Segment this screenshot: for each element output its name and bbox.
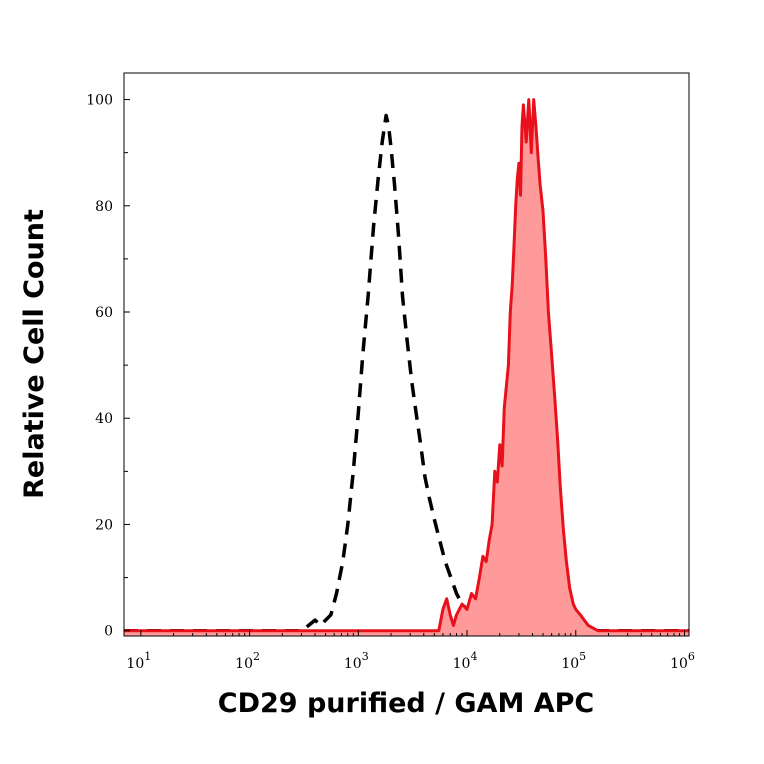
x-tick-label-5: 106	[670, 650, 695, 672]
y-axis-label: Relative Cell Count	[19, 209, 50, 499]
series-0-line	[124, 113, 689, 633]
series-1-line	[124, 98, 689, 633]
x-tick-label-3: 104	[453, 650, 478, 672]
axis-layer: 0 20 40 60 80 100 101 102 103 104 105 106	[86, 93, 695, 672]
series-1-fill	[124, 99, 689, 637]
y-tick-label-4: 80	[95, 199, 113, 215]
y-tick-label-5: 100	[86, 93, 113, 109]
y-tick-label-3: 60	[95, 305, 113, 321]
x-tick-label-0: 101	[126, 650, 151, 672]
y-tick-label-2: 40	[95, 411, 113, 427]
x-tick-label-2: 103	[344, 650, 369, 672]
plot-frame	[123, 72, 690, 637]
x-tick-label-1: 102	[235, 650, 260, 672]
series-layer	[124, 98, 689, 637]
y-tick-label-0: 0	[104, 624, 113, 640]
y-tick-label-1: 20	[95, 517, 113, 533]
x-tick-label-4: 105	[561, 650, 586, 672]
x-axis-label: CD29 purified / GAM APC	[218, 688, 594, 719]
